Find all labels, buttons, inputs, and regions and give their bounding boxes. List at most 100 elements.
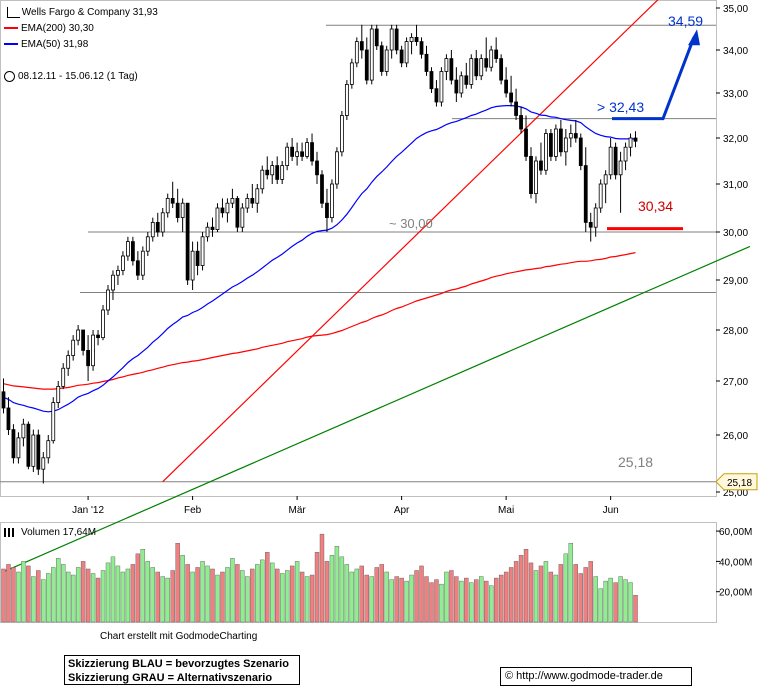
candle-body-up bbox=[180, 202, 185, 218]
candle bbox=[429, 67, 434, 93]
volume-bar bbox=[588, 561, 593, 623]
candle-body-down bbox=[290, 146, 295, 157]
candle bbox=[439, 67, 444, 107]
candle-body-down bbox=[519, 115, 523, 130]
volume-bar bbox=[503, 571, 509, 623]
source-url[interactable]: http://www.godmode-trader.de bbox=[516, 670, 663, 682]
volume-bar bbox=[165, 577, 170, 623]
candle bbox=[389, 24, 394, 59]
scenario-note: Skizzierung BLAU = bevorzugtes Szenario … bbox=[64, 655, 300, 685]
candle-body-up bbox=[215, 207, 220, 231]
candle-body-up bbox=[190, 250, 195, 281]
candle bbox=[275, 156, 280, 184]
level-label-2518: 25,18 bbox=[618, 454, 653, 470]
volume-axis: 20,00M 40,00M 60,00M bbox=[716, 527, 752, 599]
volume-bar bbox=[379, 564, 384, 623]
volume-bar bbox=[150, 567, 155, 623]
volume-bar bbox=[205, 565, 210, 623]
candle bbox=[529, 147, 533, 199]
volume-bar bbox=[135, 553, 141, 623]
candle-body-down bbox=[549, 133, 553, 157]
candle bbox=[469, 54, 474, 89]
candle-body-down bbox=[558, 128, 563, 153]
candle bbox=[364, 37, 369, 85]
candle bbox=[121, 251, 125, 276]
candle-body-up bbox=[344, 84, 349, 116]
candle bbox=[111, 270, 115, 300]
candle bbox=[76, 325, 81, 346]
candle-body-up bbox=[200, 236, 205, 267]
candle bbox=[344, 80, 349, 120]
volume-bar bbox=[563, 553, 569, 623]
candle bbox=[155, 212, 160, 237]
candle bbox=[230, 188, 235, 208]
candle bbox=[349, 58, 354, 89]
price-tick-label: 34,00 bbox=[723, 46, 748, 57]
volume-bar bbox=[240, 570, 245, 623]
volume-bar bbox=[633, 595, 638, 623]
candle bbox=[434, 80, 439, 107]
candle bbox=[101, 305, 105, 341]
candle bbox=[235, 196, 240, 232]
scenario-arrowhead bbox=[688, 29, 700, 46]
candle-body-up bbox=[439, 71, 444, 103]
candle-body-down bbox=[484, 58, 489, 68]
price-tick-label: 27,00 bbox=[723, 377, 748, 388]
source-link[interactable]: © http://www.godmode-trader.de bbox=[500, 667, 692, 686]
volume-tick-label: 40,00M bbox=[719, 557, 752, 568]
candle bbox=[399, 45, 404, 68]
volume-bar bbox=[115, 565, 121, 623]
volume-bar bbox=[294, 561, 300, 623]
candle bbox=[180, 198, 185, 232]
candle bbox=[66, 350, 71, 376]
volume-bar bbox=[65, 571, 71, 623]
price-tick-label: 29,00 bbox=[723, 276, 748, 287]
price-tick-label: 25,00 bbox=[723, 488, 748, 499]
legend-volume: Volumen 17,64M bbox=[4, 526, 96, 539]
candle-body-down bbox=[26, 423, 31, 467]
volume-bar bbox=[90, 573, 96, 623]
horizontal-levels bbox=[0, 24, 716, 483]
candle-body-down bbox=[265, 169, 270, 176]
candle bbox=[175, 188, 180, 223]
volume-bar bbox=[349, 571, 355, 623]
candle bbox=[409, 33, 414, 55]
volume-bar bbox=[75, 567, 81, 623]
volume-bar bbox=[484, 580, 489, 623]
candle-body-up bbox=[489, 49, 494, 68]
candle bbox=[479, 54, 484, 81]
candle bbox=[295, 142, 299, 166]
candle-body-up bbox=[409, 37, 414, 43]
candle bbox=[320, 170, 324, 208]
volume-bar bbox=[100, 570, 106, 623]
candle bbox=[11, 424, 16, 464]
last-price-tag bbox=[715, 473, 758, 491]
candle bbox=[91, 330, 95, 371]
candle bbox=[598, 179, 603, 213]
candle-body-up bbox=[145, 236, 150, 252]
price-tick-label: 35,00 bbox=[723, 4, 748, 15]
candle-body-down bbox=[399, 49, 404, 64]
candle-body-up bbox=[295, 151, 299, 157]
candle bbox=[573, 120, 578, 143]
volume-bar bbox=[479, 576, 484, 623]
volume-bar bbox=[324, 561, 330, 623]
trendline-red bbox=[162, 0, 659, 483]
volume-bar bbox=[538, 565, 544, 623]
volume-bar bbox=[469, 582, 474, 623]
candle-body-up bbox=[101, 309, 105, 339]
price-tick-label: 33,00 bbox=[723, 89, 748, 100]
candle bbox=[568, 124, 573, 148]
candle-body-down bbox=[81, 329, 86, 351]
candle bbox=[140, 246, 145, 280]
candle bbox=[96, 330, 100, 346]
volume-bar bbox=[608, 577, 613, 623]
volume-bar bbox=[80, 561, 86, 623]
candle-body-up bbox=[354, 41, 359, 64]
candle bbox=[588, 212, 593, 242]
ema50-swatch bbox=[4, 43, 18, 46]
volume-bar bbox=[130, 564, 136, 623]
note-blue: Skizzierung BLAU = bevorzugtes Szenario bbox=[68, 658, 289, 670]
volume-bar bbox=[275, 568, 280, 623]
volume-bar bbox=[548, 571, 554, 623]
